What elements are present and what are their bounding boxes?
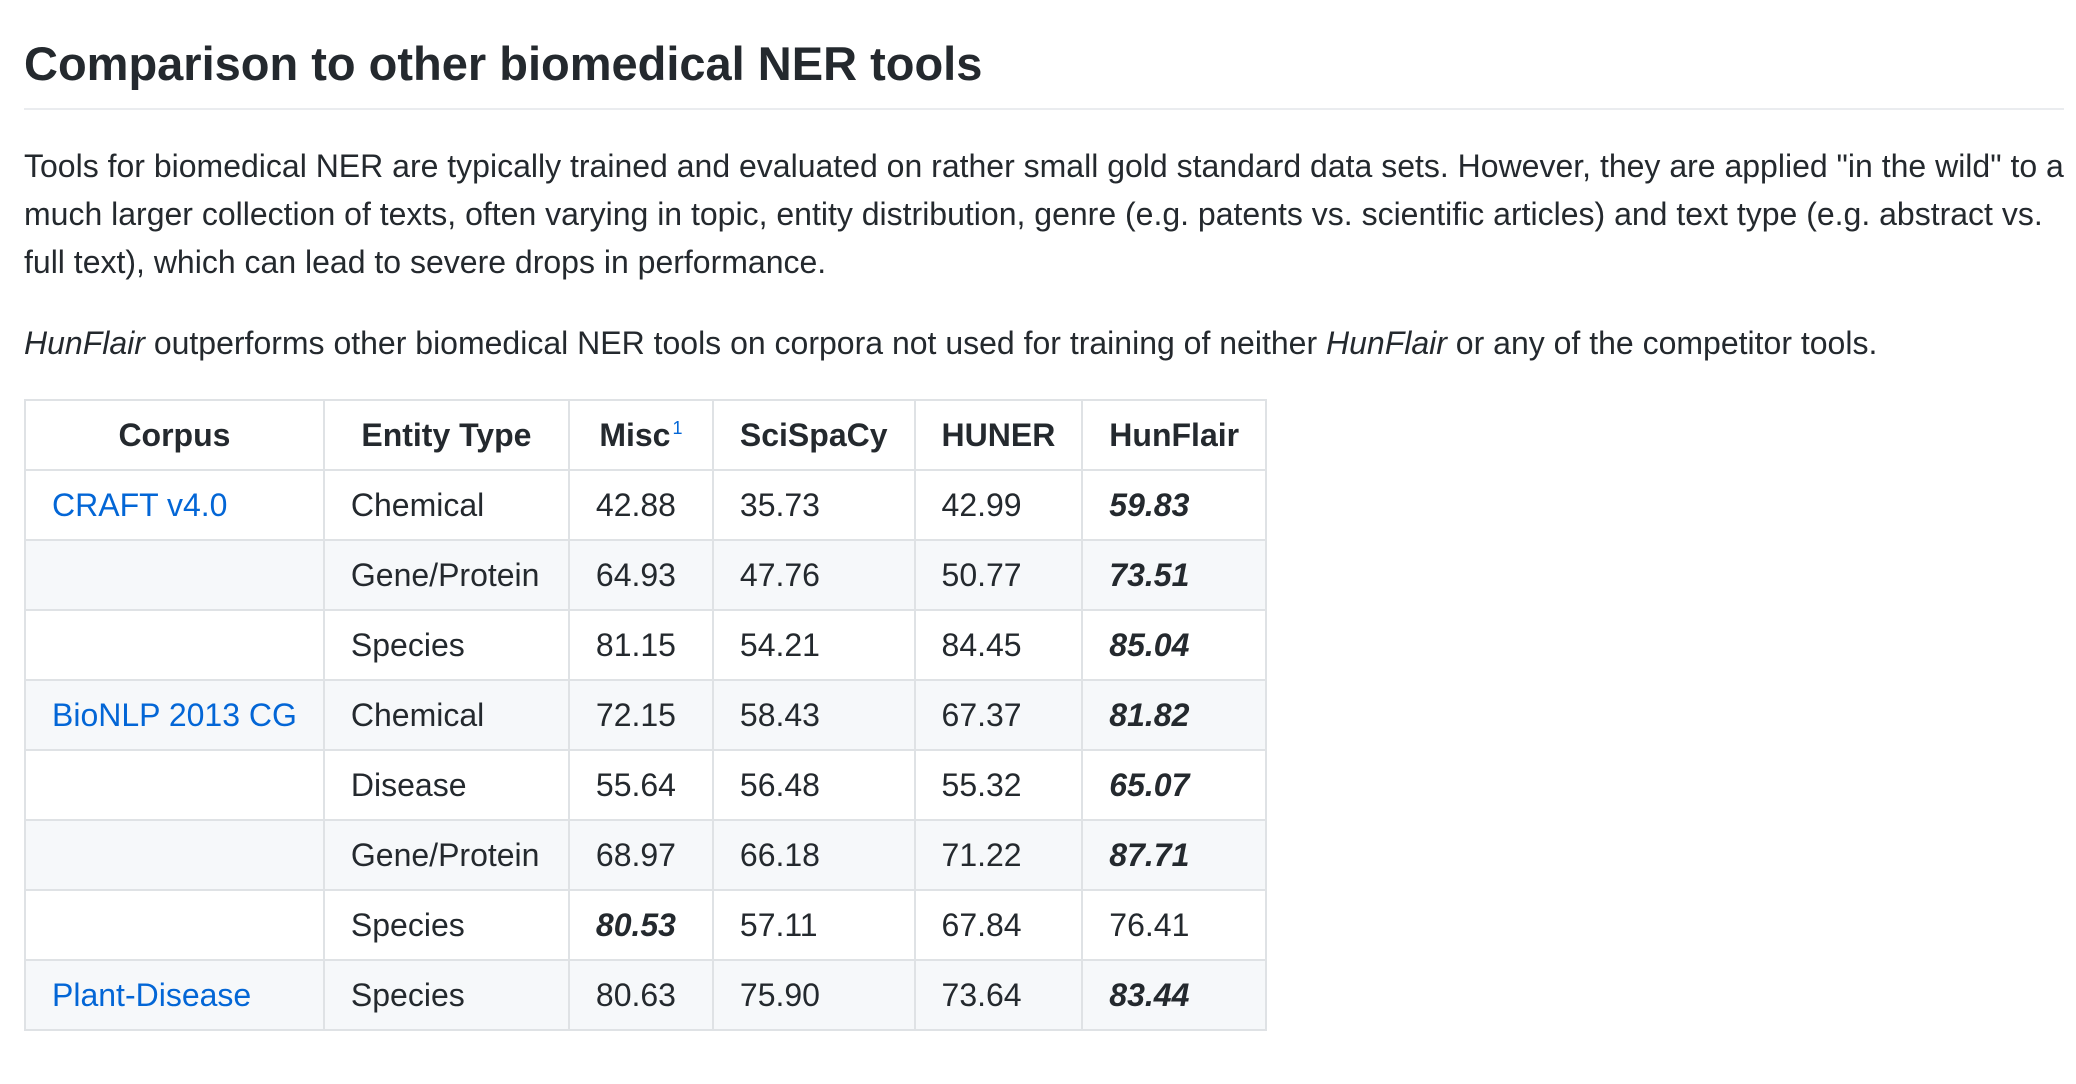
table-body: CRAFT v4.0 Chemical 42.88 35.73 42.99 59.83 Ge… <box>24 469 1268 1031</box>
corpus-link[interactable]: Plant-Disease <box>52 976 252 1013</box>
markdown-content: Comparison to other biomedical NER tools… <box>24 0 2064 367</box>
cell-misc: 80.53 <box>567 889 714 961</box>
table-row: Gene/Protein 64.93 47.76 50.77 73.51 <box>24 539 1268 611</box>
cell-scispacy: 35.73 <box>711 469 916 541</box>
table-row: Disease 55.64 56.48 55.32 65.07 <box>24 749 1268 821</box>
cell-hunflair: 81.82 <box>1081 679 1268 751</box>
cell-huner: 42.99 <box>913 469 1084 541</box>
cell-scispacy: 75.90 <box>711 959 916 1031</box>
header-entity-type: Entity Type <box>322 399 570 471</box>
cell-entity-type: Disease <box>322 749 570 821</box>
cell-entity-type: Species <box>322 609 570 681</box>
cell-hunflair: 65.07 <box>1081 749 1268 821</box>
table-row: Plant-Disease Species 80.63 75.90 73.64 83.44 <box>24 959 1268 1031</box>
cell-misc: 81.15 <box>567 609 714 681</box>
header-scispacy: SciSpaCy <box>711 399 916 471</box>
cell-corpus <box>24 539 325 611</box>
cell-scispacy: 58.43 <box>711 679 916 751</box>
table-header-row: Corpus Entity Type Misc 1 SciSpaCy HUNER … <box>24 399 1268 471</box>
cell-corpus: Plant-Disease <box>24 959 325 1031</box>
cell-huner: 71.22 <box>913 819 1084 891</box>
cell-corpus <box>24 749 325 821</box>
cell-entity-type: Gene/Protein <box>322 819 570 891</box>
cell-hunflair: 59.83 <box>1081 469 1268 541</box>
header-huner: HUNER <box>913 399 1084 471</box>
hunflair-emphasis: HunFlair <box>24 325 145 361</box>
cell-misc: 80.63 <box>567 959 714 1031</box>
cell-corpus <box>24 819 325 891</box>
summary-text-2: or any of the competitor tools. <box>1446 325 1878 361</box>
cell-entity-type: Gene/Protein <box>322 539 570 611</box>
cell-hunflair: 83.44 <box>1081 959 1268 1031</box>
corpus-link[interactable]: CRAFT v4.0 <box>52 486 228 523</box>
header-misc: Misc 1 <box>567 399 714 471</box>
cell-huner: 67.84 <box>913 889 1084 961</box>
table-row: Species 81.15 54.21 84.45 85.04 <box>24 609 1268 681</box>
footnote-ref[interactable]: 1 <box>672 418 682 438</box>
cell-corpus <box>24 889 325 961</box>
cell-entity-type: Species <box>322 889 570 961</box>
header-hunflair: HunFlair <box>1081 399 1268 471</box>
comparison-table: Corpus Entity Type Misc 1 SciSpaCy HUNER … <box>24 399 1268 1031</box>
cell-misc: 68.97 <box>567 819 714 891</box>
cell-huner: 55.32 <box>913 749 1084 821</box>
cell-huner: 67.37 <box>913 679 1084 751</box>
intro-paragraph: Tools for biomedical NER are typically t… <box>24 148 2064 280</box>
cell-huner: 73.64 <box>913 959 1084 1031</box>
cell-scispacy: 57.11 <box>711 889 916 961</box>
table-row: BioNLP 2013 CG Chemical 72.15 58.43 67.37 81.… <box>24 679 1268 751</box>
corpus-link[interactable]: BioNLP 2013 CG <box>52 696 297 733</box>
cell-scispacy: 47.76 <box>711 539 916 611</box>
cell-corpus <box>24 609 325 681</box>
cell-misc: 64.93 <box>567 539 714 611</box>
cell-hunflair: 76.41 <box>1081 889 1268 961</box>
table-row: Species 80.53 57.11 67.84 76.41 <box>24 889 1268 961</box>
cell-huner: 84.45 <box>913 609 1084 681</box>
table-row: CRAFT v4.0 Chemical 42.88 35.73 42.99 59.83 <box>24 469 1268 541</box>
cell-entity-type: Species <box>322 959 570 1031</box>
header-misc-label: Misc <box>599 416 671 453</box>
cell-corpus: BioNLP 2013 CG <box>24 679 325 751</box>
header-corpus: Corpus <box>24 399 325 471</box>
cell-entity-type: Chemical <box>322 679 570 751</box>
cell-hunflair: 73.51 <box>1081 539 1268 611</box>
table-row: Gene/Protein 68.97 66.18 71.22 87.71 <box>24 819 1268 891</box>
cell-hunflair: 85.04 <box>1081 609 1268 681</box>
cell-huner: 50.77 <box>913 539 1084 611</box>
summary-text-1: outperforms other biomedical NER tools o… <box>144 325 1326 361</box>
cell-entity-type: Chemical <box>322 469 570 541</box>
cell-misc: 42.88 <box>567 469 714 541</box>
cell-scispacy: 56.48 <box>711 749 916 821</box>
cell-corpus: CRAFT v4.0 <box>24 469 325 541</box>
cell-misc: 72.15 <box>567 679 714 751</box>
footnote-link[interactable]: 1 <box>672 417 683 438</box>
cell-scispacy: 54.21 <box>711 609 916 681</box>
hunflair-emphasis: HunFlair <box>1325 325 1447 361</box>
section-heading: Comparison to other biomedical NER tools <box>24 0 2064 110</box>
cell-hunflair: 87.71 <box>1081 819 1268 891</box>
hunflair-summary-paragraph: HunFlair outperforms other biomedical NE… <box>24 319 2064 367</box>
cell-misc: 55.64 <box>567 749 714 821</box>
cell-scispacy: 66.18 <box>711 819 916 891</box>
